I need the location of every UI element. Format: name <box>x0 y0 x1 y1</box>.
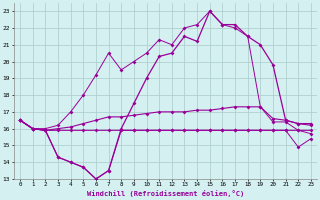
X-axis label: Windchill (Refroidissement éolien,°C): Windchill (Refroidissement éolien,°C) <box>87 190 244 197</box>
